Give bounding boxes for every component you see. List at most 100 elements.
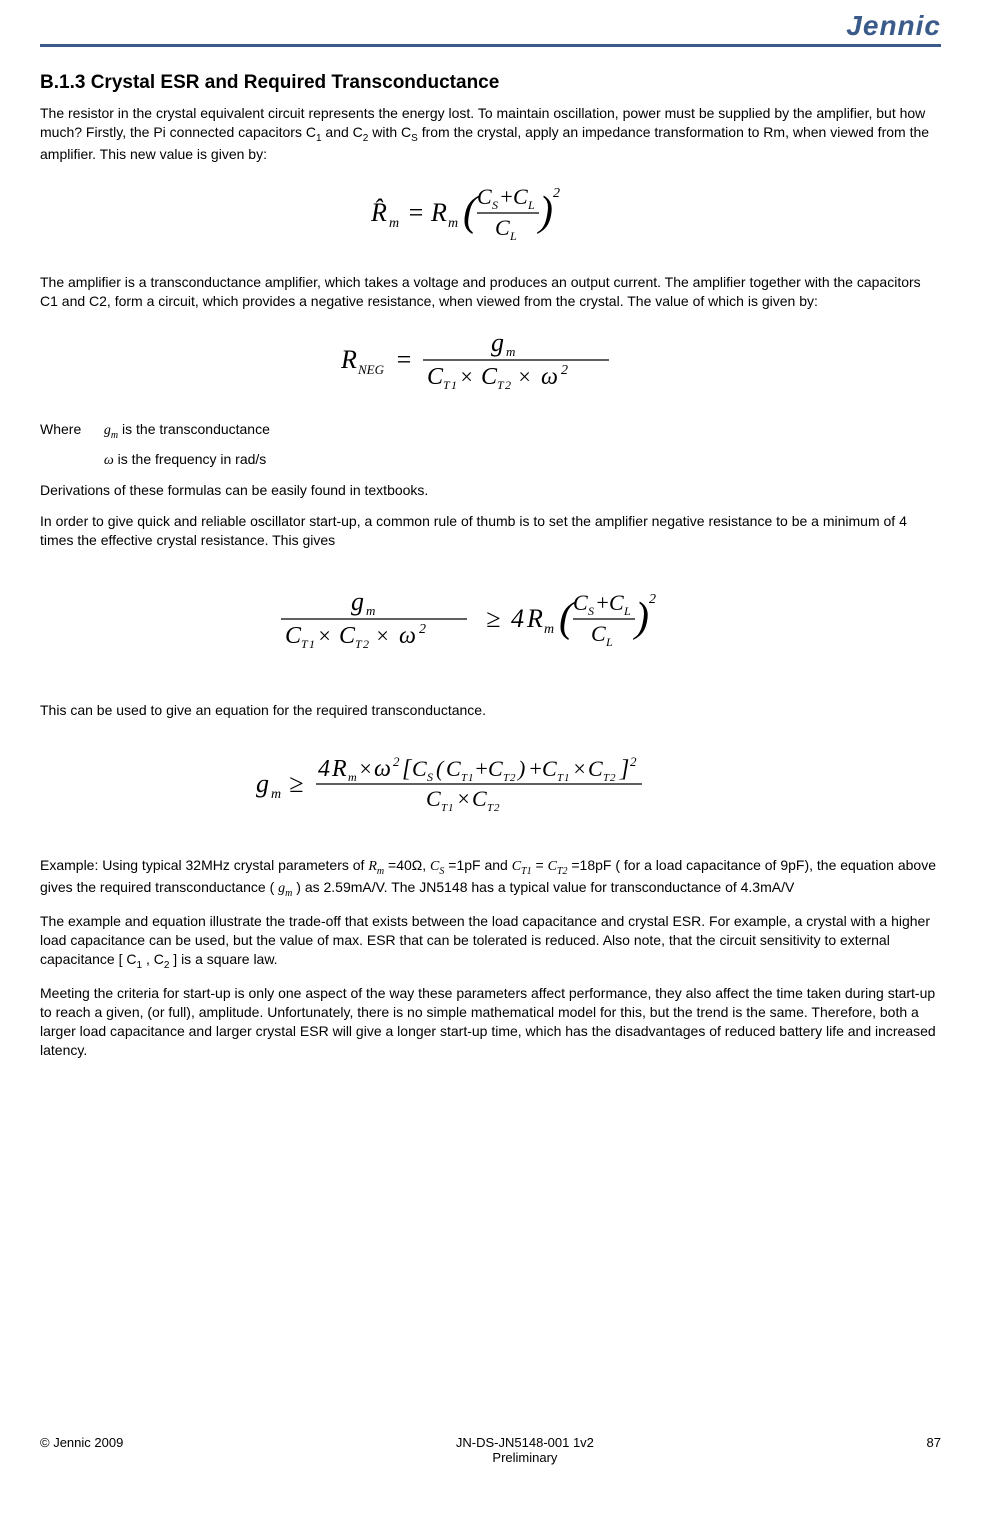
- svg-text:C: C: [339, 623, 356, 649]
- svg-text:T: T: [497, 378, 505, 392]
- svg-text:S: S: [427, 770, 433, 784]
- paragraph-amplifier: The amplifier is a transconductance ampl…: [40, 273, 941, 311]
- paragraph-equation-usage: This can be used to give an equation for…: [40, 701, 941, 720]
- svg-text:S: S: [588, 604, 594, 618]
- svg-text:m: m: [348, 770, 357, 784]
- svg-text:C: C: [446, 756, 461, 781]
- svg-text:×: ×: [572, 756, 587, 781]
- svg-text:2: 2: [649, 592, 656, 607]
- text: =1pF and: [444, 857, 511, 873]
- svg-text:C: C: [285, 623, 302, 649]
- svg-text:2: 2: [393, 754, 400, 769]
- svg-text:×: ×: [317, 623, 332, 648]
- svg-text:2: 2: [630, 754, 637, 769]
- svg-text:T: T: [487, 802, 494, 814]
- svg-text:R̂: R̂: [371, 198, 387, 227]
- text: and C: [322, 124, 363, 140]
- svg-text:×: ×: [456, 786, 471, 811]
- svg-text:T: T: [603, 772, 610, 784]
- svg-text:C: C: [488, 756, 503, 781]
- svg-text:ω: ω: [399, 623, 416, 649]
- svg-text:C: C: [477, 184, 492, 209]
- svg-text:T: T: [557, 772, 564, 784]
- svg-text:+: +: [474, 756, 489, 781]
- text: , C: [142, 951, 164, 967]
- svg-text:T: T: [301, 637, 309, 651]
- subscript: S: [411, 133, 418, 144]
- svg-text:C: C: [573, 590, 588, 615]
- svg-text:C: C: [588, 756, 603, 781]
- svg-text:L: L: [509, 229, 517, 243]
- where-label: Where: [40, 420, 100, 439]
- svg-text:4: 4: [318, 756, 330, 782]
- section-title: Crystal ESR and Required Transconductanc…: [91, 72, 500, 93]
- section-number: B.1.3: [40, 72, 85, 93]
- equation-svg: g m C T 1 × C T 2 × ω 2 ≥ 4 R m ( C S + …: [281, 585, 701, 660]
- paragraph-derivations: Derivations of these formulas can be eas…: [40, 481, 941, 500]
- svg-text:2: 2: [510, 772, 516, 784]
- svg-text:+: +: [595, 590, 610, 615]
- svg-text:S: S: [492, 198, 498, 212]
- page-footer: © Jennic 2009 JN-DS-JN5148-001 1v2 Preli…: [40, 1435, 941, 1465]
- svg-text:g: g: [491, 328, 504, 357]
- svg-text:R: R: [341, 345, 357, 374]
- svg-text:m: m: [544, 622, 554, 637]
- text: =: [532, 857, 548, 873]
- svg-text:R: R: [430, 198, 447, 227]
- svg-text:C: C: [427, 364, 444, 390]
- svg-text:T: T: [441, 802, 448, 814]
- math-var: C: [430, 859, 439, 874]
- svg-text:2: 2: [494, 802, 500, 814]
- svg-text:C: C: [542, 756, 557, 781]
- text: ] is a square law.: [169, 951, 277, 967]
- svg-text:C: C: [495, 215, 510, 240]
- svg-text:×: ×: [358, 756, 373, 781]
- svg-text:T: T: [355, 637, 363, 651]
- svg-text:m: m: [389, 216, 399, 231]
- svg-text:g: g: [256, 769, 269, 798]
- svg-text:=: =: [407, 198, 425, 227]
- brand-logo: Jennic: [846, 10, 941, 41]
- equation-svg: g m ≥ 4 R m × ω 2 [ C S ( C T 1 + C T 2 …: [256, 750, 726, 820]
- svg-text:2: 2: [419, 622, 426, 637]
- svg-text:m: m: [448, 216, 458, 231]
- where-block: Where gm is the transconductance ω is th…: [40, 420, 941, 471]
- math-var-gm: g: [104, 423, 111, 438]
- math-var-omega: ω: [104, 453, 114, 468]
- svg-text:≥: ≥: [486, 604, 500, 633]
- equation-inequality: g m C T 1 × C T 2 × ω 2 ≥ 4 R m ( C S + …: [40, 585, 941, 666]
- equation-gm-final: g m ≥ 4 R m × ω 2 [ C S ( C T 1 + C T 2 …: [40, 750, 941, 826]
- svg-text:ω: ω: [541, 364, 558, 390]
- svg-text:): ): [516, 756, 525, 781]
- svg-text:): ): [537, 189, 553, 235]
- footer-status: Preliminary: [492, 1450, 557, 1465]
- svg-text:×: ×: [459, 364, 474, 389]
- page-header: Jennic: [40, 10, 941, 47]
- svg-text:1: 1: [451, 378, 457, 392]
- svg-text:NEG: NEG: [357, 362, 385, 377]
- svg-text:C: C: [513, 184, 528, 209]
- text: =40Ω,: [384, 857, 430, 873]
- footer-page-number: 87: [927, 1435, 941, 1465]
- equation-rneg: R NEG = g m C T 1 × C T 2 × ω 2: [40, 326, 941, 402]
- paragraph-intro: The resistor in the crystal equivalent c…: [40, 104, 941, 164]
- paragraph-rule-of-thumb: In order to give quick and reliable osci…: [40, 512, 941, 550]
- svg-text:(: (: [436, 756, 445, 781]
- footer-copyright: © Jennic 2009: [40, 1435, 123, 1465]
- svg-text:≥: ≥: [289, 769, 303, 798]
- svg-text:T: T: [503, 772, 510, 784]
- svg-text:1: 1: [448, 802, 454, 814]
- footer-docid: JN-DS-JN5148-001 1v2 Preliminary: [456, 1435, 594, 1465]
- where-gm-text: is the transconductance: [118, 421, 270, 437]
- svg-text:2: 2: [505, 378, 511, 392]
- svg-text:2: 2: [553, 186, 560, 201]
- svg-text:m: m: [366, 603, 375, 618]
- svg-text:×: ×: [517, 364, 532, 389]
- svg-text:L: L: [527, 198, 535, 212]
- svg-text:L: L: [605, 635, 613, 649]
- where-gm-line: Where gm is the transconductance: [40, 420, 941, 442]
- svg-text:L: L: [623, 604, 631, 618]
- equation-svg: R̂ m = R m ( C S + C L C L ) 2: [371, 179, 611, 249]
- subscript: T1: [521, 865, 532, 876]
- svg-text:×: ×: [375, 623, 390, 648]
